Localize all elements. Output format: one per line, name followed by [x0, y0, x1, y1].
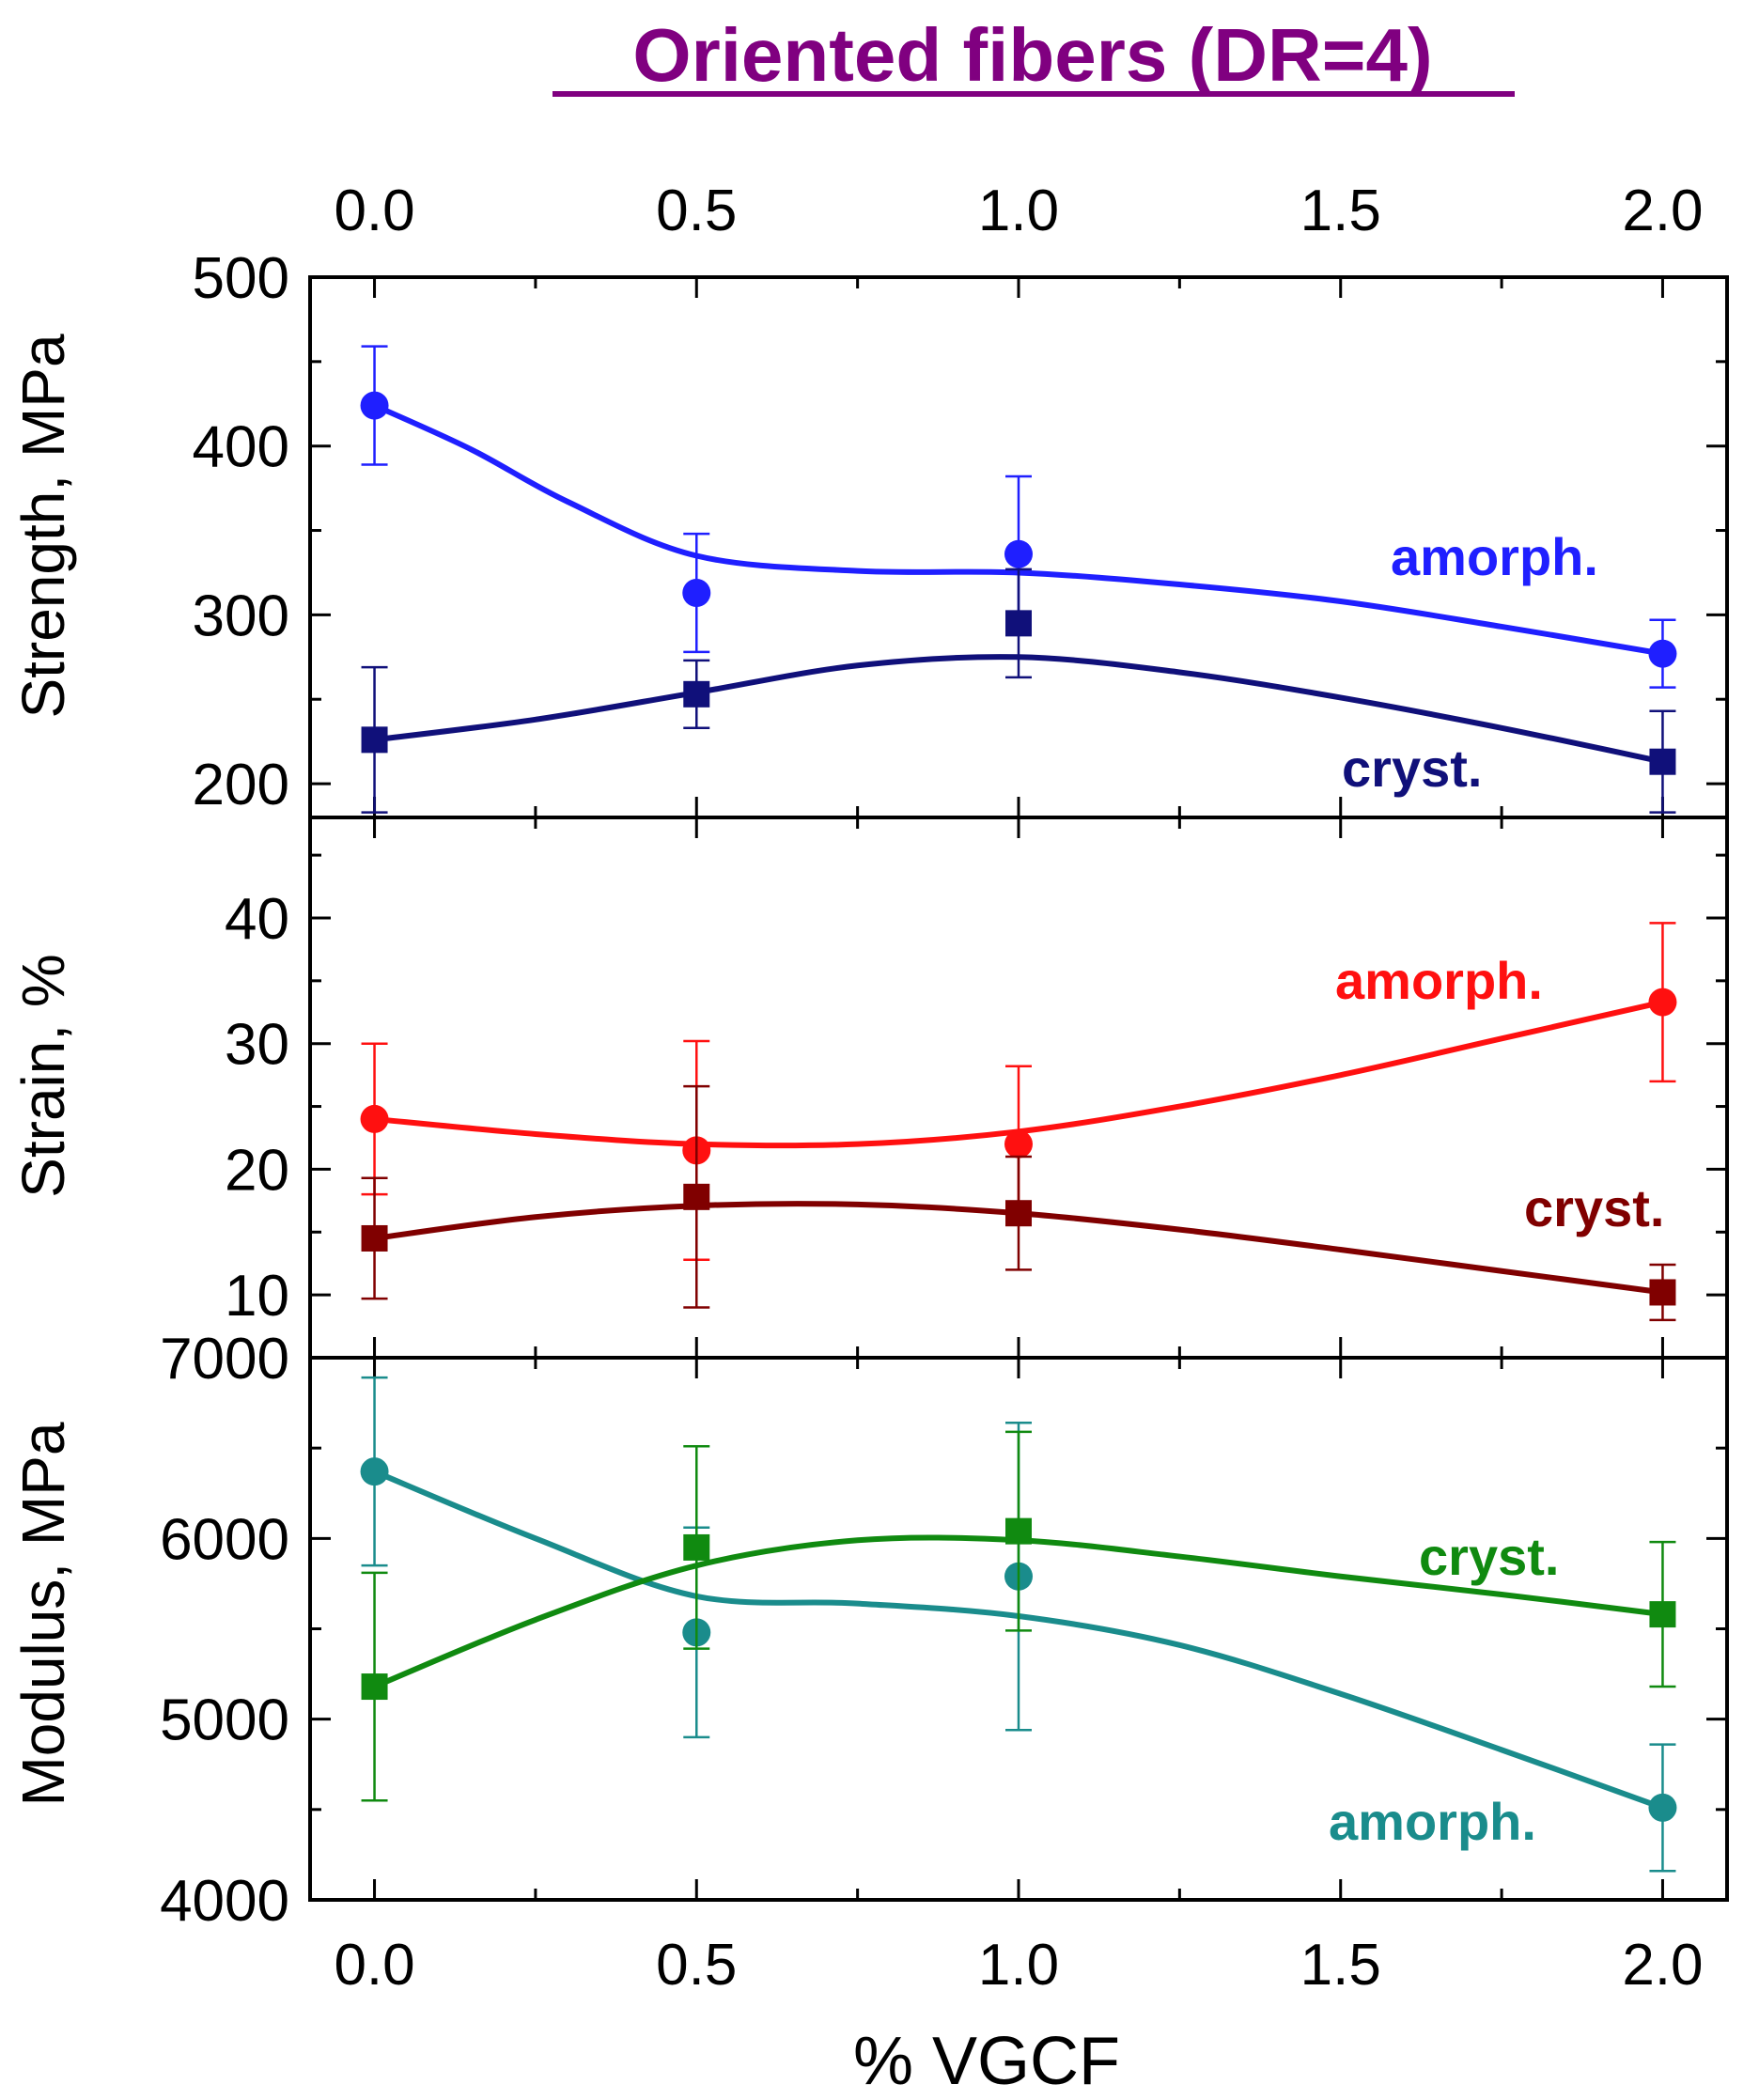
strength-series-amorph	[360, 345, 1677, 689]
strain-amorph-label: amorph.	[1335, 951, 1543, 1010]
strength-data-point	[1648, 639, 1677, 668]
modulus-cryst-label: cryst.	[1419, 1527, 1559, 1586]
series-labels: amorph. cryst. amorph. cryst. cryst. amo…	[1329, 527, 1664, 1851]
strength-y-axis-title: Strength, MPa	[9, 334, 77, 719]
strain-data-point	[683, 1183, 710, 1210]
strain-data-point	[360, 1104, 389, 1133]
strain-data-point	[1649, 1279, 1676, 1306]
strength-data-point	[1005, 610, 1032, 637]
strain-ytick-label: 10	[225, 1264, 289, 1329]
bottom-xtick-label: 0.0	[334, 1933, 414, 1998]
strength-data-point	[682, 579, 711, 608]
modulus-panel: 4000 5000 6000 7000	[160, 1327, 1729, 1934]
strength-ytick-label: 200	[193, 753, 289, 817]
modulus-ytick-label: 5000	[160, 1688, 289, 1753]
strain-ytick-label: 20	[225, 1138, 289, 1203]
modulus-amorph-label: amorph.	[1329, 1792, 1536, 1851]
chart-title: Oriented fibers (DR=4)	[632, 13, 1432, 97]
x-axis-title: % VGCF	[853, 2024, 1120, 2095]
strain-cryst-label: cryst.	[1524, 1178, 1664, 1237]
modulus-data-point	[361, 1673, 388, 1701]
modulus-data-point	[1648, 1793, 1677, 1822]
modulus-data-point	[360, 1457, 389, 1486]
top-xtick-label: 1.5	[1300, 179, 1381, 243]
strain-data-point	[1005, 1200, 1032, 1227]
modulus-data-point	[1005, 1517, 1032, 1545]
modulus-data-point	[1649, 1601, 1676, 1628]
top-xtick-label: 1.0	[978, 179, 1059, 243]
top-xtick-label: 2.0	[1622, 179, 1703, 243]
bottom-xtick-label: 0.5	[656, 1933, 737, 1998]
modulus-ytick-label: 4000	[160, 1869, 289, 1934]
modulus-data-point	[683, 1533, 710, 1561]
strength-cryst-label: cryst.	[1342, 739, 1482, 798]
strength-data-point	[361, 726, 388, 754]
bottom-xtick-label: 1.5	[1300, 1933, 1381, 1998]
modulus-ytick-label: 6000	[160, 1507, 289, 1572]
strength-series-cryst	[361, 568, 1676, 814]
strength-ytick-label: 500	[193, 246, 289, 311]
axis-titles: % VGCF Strength, MPa Strain, % Modulus, …	[9, 334, 1120, 2099]
top-xtick-label: 0.5	[656, 179, 737, 243]
strain-series-cryst	[361, 1084, 1676, 1322]
top-axis: 0.0 0.5 1.0 1.5 2.0	[334, 179, 1703, 243]
title-group: Oriented fibers (DR=4)	[553, 13, 1515, 97]
modulus-ytick-label: 7000	[160, 1327, 289, 1392]
strain-series-amorph	[360, 922, 1677, 1261]
strength-data-point	[1004, 539, 1033, 568]
strain-data-point	[1004, 1129, 1033, 1159]
strength-ytick-label: 400	[193, 415, 289, 480]
bottom-xtick-label: 1.0	[978, 1933, 1059, 1998]
strain-panel: 10 20 30 40	[225, 816, 1729, 1360]
modulus-y-axis-title: Modulus, MPa	[9, 1422, 77, 1806]
strain-data-point	[1648, 988, 1677, 1017]
strength-ytick-label: 300	[193, 583, 289, 648]
bottom-xtick-label: 2.0	[1622, 1933, 1703, 1998]
modulus-series-cryst	[361, 1430, 1676, 1802]
strength-fit-curve	[373, 402, 1663, 657]
strength-amorph-label: amorph.	[1391, 527, 1598, 586]
strain-ytick-label: 40	[225, 887, 289, 952]
strength-data-point	[360, 391, 389, 420]
strength-data-point	[683, 680, 710, 708]
strain-ytick-label: 30	[225, 1013, 289, 1078]
top-xtick-label: 0.0	[334, 179, 414, 243]
strength-data-point	[1649, 748, 1676, 775]
strain-y-axis-title: Strain, %	[9, 954, 77, 1198]
bottom-axis: 0.0 0.5 1.0 1.5 2.0	[334, 1933, 1703, 1998]
strain-data-point	[361, 1224, 388, 1252]
